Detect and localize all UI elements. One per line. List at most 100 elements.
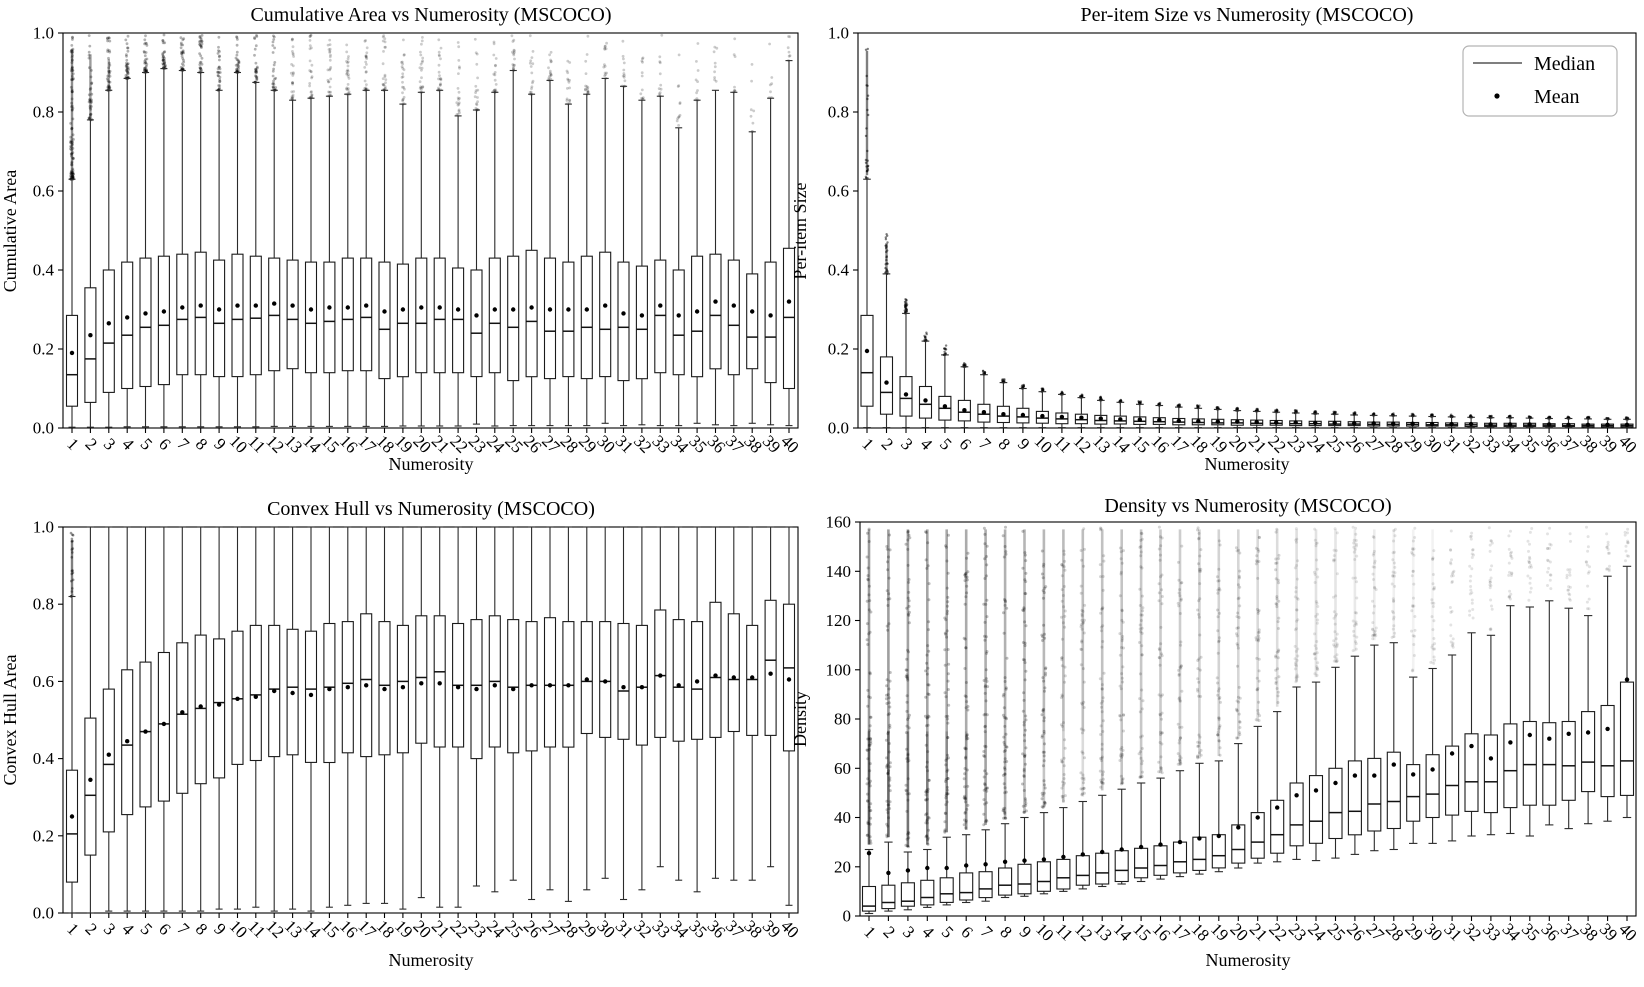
outlier-dot — [400, 65, 404, 68]
outlier-dot — [308, 35, 312, 38]
y-tick-label: 0.8 — [33, 103, 54, 122]
outlier-dot — [124, 69, 128, 72]
outlier-dot — [565, 99, 569, 102]
outlier-dot — [1606, 540, 1610, 544]
outlier-dot — [181, 57, 185, 60]
outlier-dot — [126, 70, 130, 74]
outlier-dot — [786, 46, 790, 50]
outlier-dot — [677, 115, 681, 119]
mean-dot — [1546, 422, 1552, 427]
outlier-dot — [69, 172, 73, 176]
outlier-dot — [1199, 695, 1203, 698]
mean-dot — [676, 683, 681, 688]
outlier-dot — [71, 72, 75, 76]
panel-per-item-size: Per-item Size vs Numerosity (MSCOCO)Per-… — [790, 4, 1641, 474]
box — [1114, 850, 1129, 883]
outlier-dot — [695, 91, 698, 95]
outlier-dot — [458, 65, 461, 69]
outlier-dot — [1198, 633, 1202, 637]
mean-dot — [983, 862, 988, 867]
outlier-dot — [946, 595, 950, 599]
outlier-dot — [1118, 653, 1122, 657]
outlier-dot — [1140, 762, 1144, 766]
mean-dot — [511, 686, 516, 692]
outlier-dot — [1119, 572, 1123, 576]
outlier-dot — [1063, 609, 1067, 613]
outlier-dot — [965, 556, 969, 560]
outlier-dot — [1393, 534, 1397, 538]
outlier-dot — [602, 65, 606, 69]
outlier-dot — [71, 175, 75, 178]
outlier-dot — [1449, 610, 1453, 614]
outlier-dot — [1060, 724, 1064, 728]
box — [1600, 704, 1615, 798]
outlier-dot — [217, 49, 220, 52]
outlier-dot — [1509, 529, 1512, 533]
outlier-dot — [70, 160, 74, 164]
box — [764, 261, 777, 384]
mean-dot — [216, 702, 222, 707]
outlier-dot — [1062, 552, 1066, 556]
outlier-dot — [1063, 559, 1067, 563]
outlier-dot — [1080, 627, 1084, 631]
outlier-dot — [162, 50, 166, 54]
outlier-dot — [1315, 651, 1319, 655]
outlier-dot — [712, 50, 716, 54]
outlier-dot — [437, 50, 441, 54]
outlier-dot — [1490, 564, 1494, 568]
outlier-dot — [866, 531, 869, 535]
outlier-dot — [926, 541, 930, 545]
outlier-dot — [1021, 709, 1025, 713]
mean-dot — [253, 694, 258, 699]
outlier-dot — [198, 63, 202, 66]
outlier-dot — [907, 533, 911, 537]
outlier-dot — [946, 736, 950, 740]
outlier-dot — [1351, 619, 1355, 623]
outlier-dot — [310, 90, 313, 94]
outlier-dot — [70, 49, 73, 53]
mean-dot — [492, 307, 497, 312]
outlier-dot — [962, 777, 966, 781]
outlier-dot — [1237, 685, 1241, 689]
outlier-dot — [985, 615, 989, 619]
outlier-dot — [1255, 559, 1258, 563]
outlier-dot — [144, 61, 148, 65]
outlier-dot — [1082, 564, 1086, 568]
outlier-dot — [512, 38, 516, 42]
outlier-dot — [1022, 723, 1026, 727]
outlier-dot — [1332, 616, 1336, 620]
outlier-dot — [1198, 582, 1202, 586]
outlier-dot — [907, 590, 911, 594]
outlier-dot — [1371, 611, 1375, 615]
outlier-dot — [291, 53, 295, 56]
outlier-dot — [437, 70, 441, 74]
mean-dot — [886, 870, 891, 876]
x-tick-label: 5 — [137, 434, 156, 453]
outlier-dot — [292, 55, 295, 58]
outlier-dot — [1121, 777, 1125, 781]
outlier-dot — [907, 716, 911, 720]
outlier-dot — [984, 677, 988, 681]
plot-border — [857, 32, 1637, 429]
outlier-dot — [640, 96, 643, 100]
outlier-dot — [1238, 569, 1242, 573]
outlier-dot — [1546, 559, 1550, 563]
outlier-dot — [869, 741, 873, 745]
outlier-dot — [310, 93, 314, 97]
outlier-dot — [1276, 701, 1280, 704]
outlier-dot — [236, 58, 240, 62]
outlier-dot — [866, 47, 869, 51]
outlier-dot — [886, 628, 890, 632]
outlier-dot — [345, 71, 349, 75]
outlier-dot — [1199, 748, 1203, 752]
outlier-dot — [145, 57, 149, 61]
chart-title: Per-item Size vs Numerosity (MSCOCO) — [1081, 4, 1414, 26]
outlier-dot — [144, 51, 148, 54]
outlier-dot — [1060, 574, 1064, 578]
box — [617, 261, 630, 382]
outlier-dot — [1217, 739, 1221, 743]
outlier-dot — [217, 65, 221, 69]
outlier-dot — [885, 624, 889, 628]
outlier-dot — [163, 60, 167, 64]
outlier-dot — [868, 769, 872, 773]
